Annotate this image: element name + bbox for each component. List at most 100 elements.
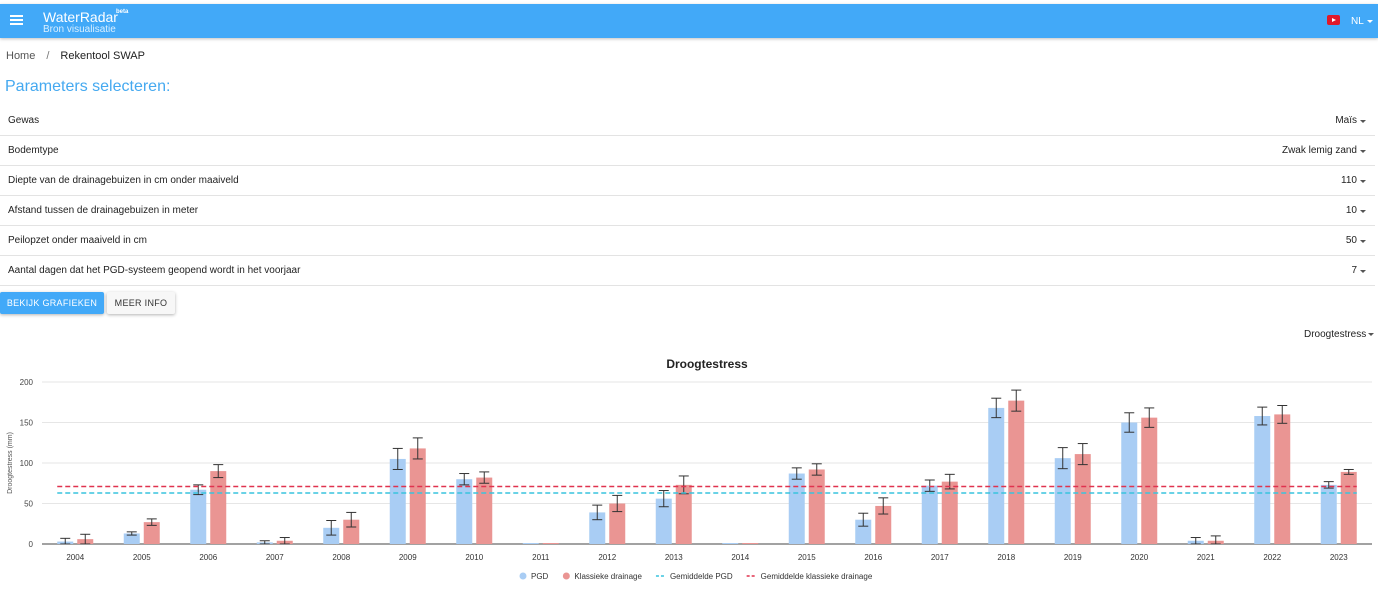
bar-klassieke-drainage — [542, 543, 559, 544]
bar-klassieke-drainage — [1274, 414, 1291, 544]
legend-marker — [519, 572, 527, 580]
drought-stress-chart: Droogtestress 0 50 100 150 200 Droogtestress (… — [7, 357, 1372, 581]
breadcrumb: Home / Rekentool SWAP — [6, 50, 145, 62]
param-afstand-select[interactable]: Afstand tussen de drainagebuizen in mete… — [0, 195, 1375, 226]
language-label: NL — [1351, 16, 1364, 27]
bar-pgd — [1121, 422, 1138, 544]
param-label: Bodemtype — [8, 145, 59, 156]
param-peilopzet-select[interactable]: Peilopzet onder maaiveld in cm 50 — [0, 225, 1375, 256]
legend-marker — [562, 572, 570, 580]
youtube-icon[interactable] — [1327, 15, 1340, 25]
legend-label: Gemiddelde klassieke drainage — [761, 572, 873, 581]
bar-klassieke-drainage — [476, 477, 493, 544]
y-tick-label: 0 — [29, 540, 34, 549]
bar-klassieke-drainage — [808, 469, 825, 544]
bar-klassieke-drainage — [143, 522, 160, 544]
x-tick-label: 2009 — [399, 553, 417, 562]
x-tick-label: 2008 — [332, 553, 350, 562]
param-diepte-select[interactable]: Diepte van de drainagebuizen in cm onder… — [0, 165, 1375, 196]
y-tick-label: 150 — [20, 419, 34, 428]
param-gewas-select[interactable]: Gewas Maïs — [0, 105, 1375, 136]
chevron-down-icon — [1368, 332, 1375, 336]
chevron-down-icon — [1360, 270, 1366, 273]
bar-pgd — [589, 512, 606, 544]
bar-klassieke-drainage — [742, 543, 759, 544]
bar-klassieke-drainage — [875, 505, 892, 544]
x-tick-label: 2010 — [465, 553, 483, 562]
x-tick-label: 2020 — [1130, 553, 1148, 562]
bar-pgd — [1254, 416, 1271, 544]
bar-klassieke-drainage — [1141, 417, 1158, 544]
bar-pgd — [788, 473, 805, 544]
bar-klassieke-drainage — [1340, 471, 1357, 544]
section-title: Parameters selecteren: — [5, 78, 171, 95]
param-label: Diepte van de drainagebuizen in cm onder… — [8, 175, 239, 186]
x-tick-label: 2022 — [1263, 553, 1281, 562]
chart-title: Droogtestress — [666, 357, 748, 371]
hamburger-menu-icon[interactable] — [10, 15, 23, 25]
legend-label: Klassieke drainage — [574, 572, 642, 581]
bar-klassieke-drainage — [210, 471, 227, 544]
app-subtitle: Bron visualisatie — [43, 24, 116, 35]
x-tick-label: 2013 — [665, 553, 683, 562]
chevron-down-icon — [1360, 240, 1366, 243]
param-label: Aantal dagen dat het PGD-systeem geopend… — [8, 265, 301, 276]
chevron-down-icon — [1360, 150, 1366, 153]
breadcrumb-current: Rekentool SWAP — [60, 50, 145, 62]
param-value: 7 — [1351, 265, 1357, 276]
bar-klassieke-drainage — [409, 448, 426, 544]
breadcrumb-separator: / — [46, 50, 50, 62]
param-bodemtype-select[interactable]: Bodemtype Zwak lemig zand — [0, 135, 1375, 166]
y-axis-label: Droogtestress (mm) — [7, 432, 14, 494]
bar-klassieke-drainage — [609, 503, 626, 544]
y-tick-label: 50 — [24, 500, 33, 509]
chart-type-label: Droogtestress — [1304, 329, 1367, 340]
param-label: Gewas — [8, 115, 40, 126]
x-tick-label: 2021 — [1197, 553, 1215, 562]
view-charts-button[interactable]: BEKIJK GRAFIEKEN — [0, 292, 104, 314]
chevron-down-icon — [1360, 210, 1366, 213]
app-bar: WaterRadar beta Bron visualisatie NL — [0, 4, 1378, 38]
x-tick-label: 2012 — [598, 553, 616, 562]
chart-type-select[interactable]: Droogtestress — [1304, 329, 1375, 340]
more-info-button[interactable]: MEER INFO — [107, 292, 175, 314]
x-tick-label: 2017 — [931, 553, 949, 562]
x-tick-label: 2014 — [731, 553, 749, 562]
bar-pgd — [1054, 458, 1071, 544]
x-tick-label: 2011 — [532, 553, 550, 562]
y-tick-label: 100 — [20, 459, 34, 468]
chevron-down-icon — [1366, 19, 1373, 23]
param-label: Afstand tussen de drainagebuizen in mete… — [8, 205, 199, 216]
bar-klassieke-drainage — [343, 519, 360, 544]
bar-pgd — [1320, 484, 1337, 544]
bar-pgd — [456, 479, 473, 544]
x-tick-label: 2005 — [133, 553, 151, 562]
bar-klassieke-drainage — [675, 484, 692, 544]
chevron-down-icon — [1360, 180, 1366, 183]
bar-pgd — [123, 533, 140, 544]
x-tick-label: 2019 — [1064, 553, 1082, 562]
param-value: 10 — [1345, 205, 1357, 216]
x-tick-label: 2004 — [66, 553, 84, 562]
language-selector[interactable]: NL — [1351, 16, 1373, 27]
bar-pgd — [988, 407, 1005, 544]
param-value: 50 — [1345, 235, 1357, 246]
x-tick-label: 2016 — [864, 553, 882, 562]
breadcrumb-home[interactable]: Home — [6, 50, 36, 62]
bar-pgd — [323, 527, 340, 544]
x-tick-label: 2006 — [199, 553, 217, 562]
bar-pgd — [722, 543, 739, 544]
bar-pgd — [655, 498, 672, 544]
app-title: WaterRadar — [43, 9, 118, 25]
x-tick-label: 2015 — [798, 553, 816, 562]
x-tick-label: 2018 — [997, 553, 1015, 562]
y-tick-label: 200 — [20, 378, 34, 387]
param-value: Maïs — [1335, 115, 1357, 126]
beta-badge: beta — [116, 9, 129, 15]
legend-label: PGD — [531, 572, 549, 581]
param-dagen-select[interactable]: Aantal dagen dat het PGD-systeem geopend… — [0, 255, 1375, 286]
x-tick-label: 2023 — [1330, 553, 1348, 562]
bar-pgd — [921, 485, 938, 544]
bar-klassieke-drainage — [941, 481, 958, 544]
bar-pgd — [389, 458, 406, 544]
